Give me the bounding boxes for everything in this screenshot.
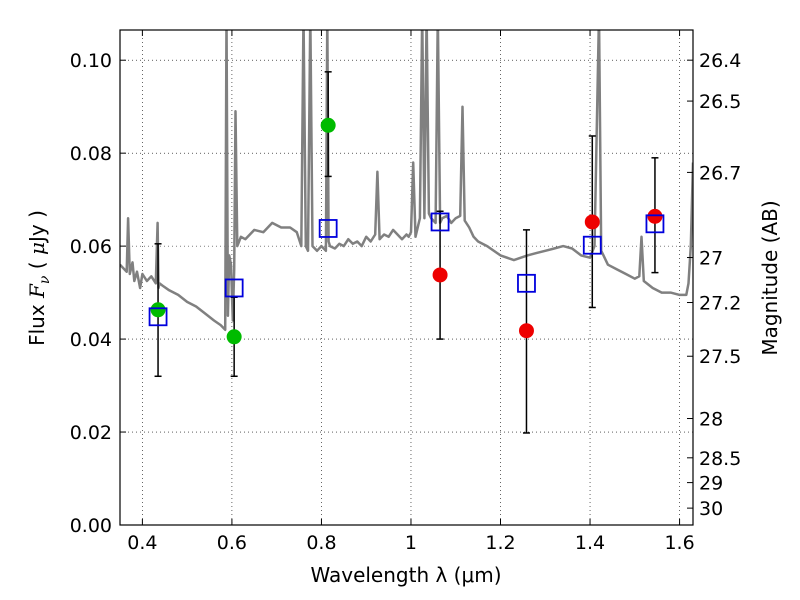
x-tick-label: 1.4 (575, 532, 605, 554)
photometry-point (226, 329, 242, 345)
photometry-point (432, 267, 448, 283)
y-tick-label: 0.04 (70, 329, 112, 351)
model-square-marker (224, 278, 244, 298)
y2-tick-label: 30 (699, 498, 723, 520)
data-points (148, 71, 665, 434)
y2-tick-label: 26.4 (699, 50, 741, 72)
photometry-point (584, 214, 600, 230)
x-tick-label: 0.6 (217, 532, 247, 554)
photometry-point (518, 323, 534, 339)
x-tick-label: 1 (405, 532, 417, 554)
grid (120, 30, 693, 526)
x-axis-label: Wavelength λ (μm) (310, 563, 501, 587)
y2-tick-label: 27 (699, 248, 723, 270)
model-square-marker (318, 219, 338, 238)
photometry-point (320, 117, 336, 133)
photometry-point (150, 302, 166, 318)
y-tick-label: 0.06 (70, 236, 112, 258)
axis-ticks: 0.4 0.6 0.8 1 1.2 1.4 1.6 0.00 0.02 0.04 0.06 0.08 0… (70, 30, 741, 554)
y2-tick-label: 28 (699, 409, 723, 431)
y-tick-label: 0.02 (70, 422, 112, 444)
y-tick-label: 0.10 (70, 50, 112, 72)
x-tick-label: 0.8 (306, 532, 336, 554)
model-square-marker (148, 307, 168, 327)
y2-tick-label: 27.5 (699, 346, 741, 368)
x-tick-label: 0.4 (127, 532, 157, 554)
y-tick-label: 0.08 (70, 143, 112, 165)
model-spectrum-line (120, 30, 693, 332)
photometry-point (647, 208, 663, 224)
model-square-marker (582, 235, 602, 255)
model-square-marker (517, 273, 536, 293)
y2-axis-label: Magnitude (AB) (758, 200, 782, 355)
x-tick-label: 1.2 (485, 532, 515, 554)
x-tick-label: 1.6 (664, 532, 694, 554)
y2-tick-label: 26.7 (699, 162, 741, 184)
y2-tick-label: 26.5 (699, 91, 741, 113)
model-square-marker (430, 212, 450, 232)
y-axis-label: Flux Fν ( μJy ) (25, 210, 53, 346)
y2-tick-label: 29 (699, 473, 723, 495)
y2-tick-label: 28.5 (699, 448, 741, 470)
model-square-marker (645, 214, 665, 234)
y2-tick-label: 27.2 (699, 293, 741, 315)
y-tick-label: 0.00 (70, 515, 112, 537)
model-spectrum (120, 30, 693, 332)
plot-frame (119, 29, 694, 526)
